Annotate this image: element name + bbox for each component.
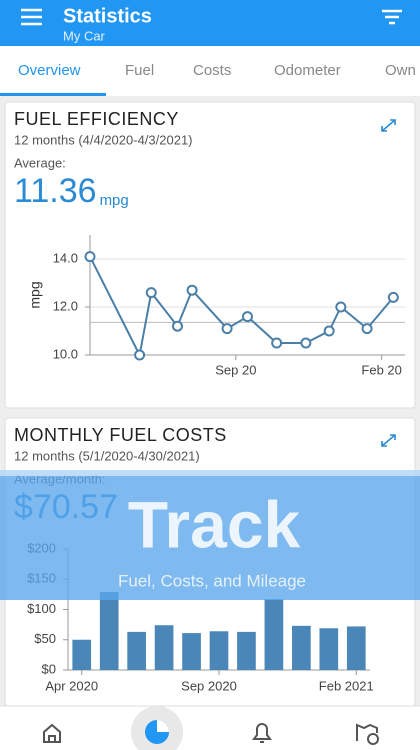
expand-icon[interactable]	[381, 434, 396, 447]
expand-icon[interactable]	[381, 119, 396, 132]
data-point	[84, 251, 96, 263]
data-point	[300, 337, 312, 349]
card-title: MONTHLY FUEL COSTS	[14, 425, 227, 445]
tab[interactable]: Overview	[18, 62, 81, 79]
data-point	[134, 349, 146, 361]
bar	[154, 625, 174, 670]
data-point	[387, 291, 399, 303]
x-tick-label: Sep 2020	[181, 678, 237, 693]
filter-icon[interactable]	[382, 9, 402, 25]
y-tick-label: 12.0	[53, 298, 78, 313]
y-tick-label: $50	[34, 631, 56, 646]
data-point	[172, 320, 183, 332]
data-point	[145, 287, 157, 299]
data-point	[221, 323, 233, 335]
bar	[182, 633, 201, 670]
bar	[292, 625, 311, 670]
data-point	[323, 325, 335, 337]
card	[4, 101, 416, 409]
menu-icon[interactable]	[21, 8, 42, 26]
app-title: Statistics	[63, 5, 152, 27]
reminders-icon[interactable]	[252, 723, 272, 743]
tab-indicator	[0, 93, 106, 96]
x-tick-label: Sep 20	[215, 362, 256, 377]
promo-title: Track	[128, 487, 301, 561]
app-bar	[0, 0, 420, 46]
data-point	[186, 284, 198, 296]
data-point	[335, 301, 347, 313]
y-tick-label: 10.0	[53, 346, 78, 361]
tab[interactable]: Costs	[193, 62, 231, 79]
bar	[209, 631, 229, 670]
y-tick-label: 14.0	[53, 250, 78, 265]
bar	[237, 631, 256, 670]
promo-banner	[0, 470, 420, 600]
y-tick-label: $100	[27, 601, 56, 616]
card-period: 12 months (5/1/2020-4/30/2021)	[14, 448, 200, 463]
bar	[346, 626, 366, 670]
promo-subtitle: Fuel, Costs, and Mileage	[118, 571, 306, 590]
x-tick-label: Feb 20	[361, 362, 401, 377]
bar	[72, 639, 92, 670]
bottom-nav	[0, 706, 420, 750]
tab[interactable]: Odometer	[274, 62, 341, 79]
y-tick-label: $0	[42, 661, 56, 676]
tab-bar	[0, 46, 420, 96]
tab[interactable]: Own	[385, 62, 416, 79]
bar	[319, 628, 339, 670]
x-tick-label: Feb 2021	[319, 678, 374, 693]
bar	[264, 599, 284, 670]
bar	[99, 591, 119, 670]
y-axis-label: mpg	[27, 281, 43, 308]
card-title: FUEL EFFICIENCY	[14, 109, 179, 129]
card-period: 12 months (4/4/2020-4/3/2021)	[14, 132, 193, 147]
app-subtitle: My Car	[63, 28, 106, 43]
data-point	[361, 323, 373, 335]
average-unit: mpg	[100, 192, 129, 209]
data-point	[271, 337, 283, 349]
x-tick-label: Apr 2020	[45, 678, 98, 693]
trips-icon[interactable]	[356, 723, 379, 745]
tab[interactable]: Fuel	[125, 62, 154, 79]
statistics-icon-slice	[157, 720, 169, 732]
average-label: Average:	[14, 155, 66, 170]
bar	[127, 631, 146, 670]
promo-banner-edge	[0, 470, 420, 476]
home-icon[interactable]	[43, 723, 61, 743]
average-value: 11.36	[14, 172, 97, 210]
data-point	[242, 311, 253, 323]
